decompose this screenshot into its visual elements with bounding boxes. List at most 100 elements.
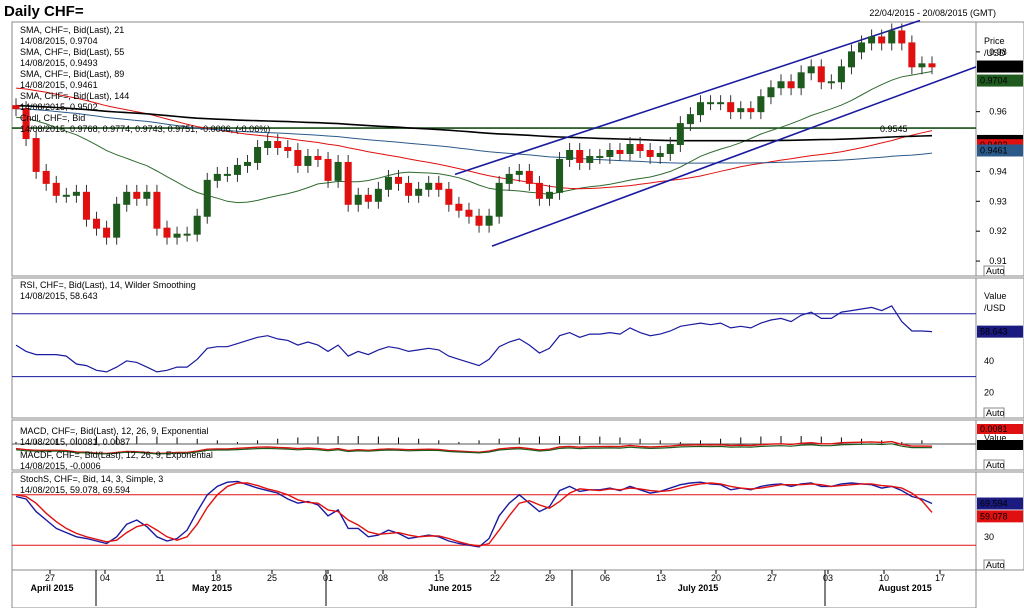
candle-body — [626, 144, 634, 154]
candle-body — [344, 161, 352, 205]
candle-body — [515, 170, 523, 175]
sma-89-line — [15, 108, 933, 164]
candle-body — [103, 227, 111, 238]
candle-body — [485, 215, 493, 226]
candle-body — [52, 182, 60, 196]
x-day-label: 27 — [45, 573, 55, 583]
price-tick-label: 0.96 — [989, 107, 1007, 117]
candle-body — [797, 72, 805, 89]
rsi-legend-value: 14/08/2015, 58.643 — [20, 291, 98, 301]
candle-body — [646, 149, 654, 157]
macd-signal-line — [15, 443, 933, 455]
candle-body — [425, 182, 433, 190]
sma-21-line — [15, 71, 933, 204]
x-day-label: 22 — [490, 573, 500, 583]
candle-body — [928, 63, 936, 68]
candle-body — [636, 144, 644, 151]
date-range-label: 22/04/2015 - 20/08/2015 (GMT) — [869, 8, 996, 18]
panel-frame-stoch — [11, 471, 977, 571]
title-bar: Daily CHF= 22/04/2015 - 20/08/2015 (GMT) — [0, 0, 1024, 22]
candle-body — [656, 152, 664, 157]
chart-title: Daily CHF= — [4, 3, 84, 20]
macdf-tag-label: -0.0006 — [980, 440, 1011, 450]
candle-body — [264, 141, 272, 149]
candle-body — [143, 191, 151, 199]
x-day-label: 04 — [100, 573, 110, 583]
candle-body — [777, 81, 785, 89]
candle-body — [696, 102, 705, 116]
candle-body — [42, 170, 50, 184]
candle-body — [133, 191, 141, 199]
legend-name: SMA, CHF=, Bid(Last), 21 — [20, 25, 124, 35]
candle-body — [757, 96, 765, 113]
rsi-legend-name: RSI, CHF=, Bid(Last), 14, Wilder Smoothi… — [20, 280, 196, 290]
x-day-label: 11 — [155, 573, 164, 583]
candle-body — [747, 108, 755, 113]
candle-body — [374, 188, 382, 202]
candle-body — [545, 191, 554, 199]
x-day-label: 01 — [323, 573, 333, 583]
candle-body — [737, 108, 745, 113]
legend-name: SMA, CHF=, Bid(Last), 89 — [20, 69, 124, 79]
rsi-line — [15, 305, 933, 373]
macd-axis-title: Value — [984, 433, 1006, 443]
candle-body — [666, 144, 674, 154]
rsi-auto-label: Auto — [986, 408, 1005, 418]
candle-body — [183, 233, 191, 236]
candle-body — [62, 194, 70, 197]
x-day-label: 29 — [545, 573, 555, 583]
x-day-label: 25 — [267, 573, 277, 583]
stoch-auto-button[interactable] — [983, 559, 1005, 571]
x-month-label: August 2015 — [878, 583, 932, 593]
x-day-label: 18 — [211, 573, 221, 583]
candle-body — [817, 66, 825, 83]
price-tick-label: 0.93 — [989, 196, 1007, 206]
lower-channel-line — [491, 66, 977, 247]
candle-body — [918, 63, 926, 68]
x-day-label: 10 — [879, 573, 889, 583]
candle-body — [586, 155, 594, 163]
candle-body — [858, 42, 866, 53]
stoch-auto-label: Auto — [986, 560, 1005, 570]
upper-channel-line — [454, 19, 921, 176]
rsi-auto-button[interactable] — [983, 407, 1005, 419]
auto-scale-button[interactable] — [983, 265, 1005, 277]
stoch-k-line — [15, 480, 933, 548]
legend-name: Cndl, CHF=, Bid — [20, 113, 85, 123]
legend-value: 14/08/2015, 0.9768, 0.9774, 0.9743, 0.97… — [20, 124, 270, 134]
price-tick-label: 0.98 — [989, 47, 1007, 57]
candle-body — [576, 149, 584, 163]
candle-body — [284, 147, 292, 151]
candle-body — [847, 51, 855, 68]
macdf-legend-name: MACDF, CHF=, Bid(Last), 12, 26, 9, Expon… — [20, 450, 213, 460]
candle-body — [364, 194, 372, 202]
rsi-tag-label: 58.643 — [980, 327, 1008, 337]
x-day-label: 17 — [935, 573, 945, 583]
stoch-k-tag-label: 69.594 — [980, 499, 1008, 509]
candle-body — [787, 81, 795, 89]
price-tag-1 — [977, 74, 1023, 87]
candle-body — [616, 149, 624, 154]
macd-auto-button[interactable] — [983, 459, 1005, 471]
candle-body — [807, 66, 815, 74]
legend-value: 14/08/2015, 0.9502 — [20, 102, 98, 112]
x-month-label: April 2015 — [30, 583, 73, 593]
candle-body — [727, 102, 735, 113]
candle-body — [455, 203, 463, 211]
candle-body — [153, 191, 161, 229]
candle-body — [837, 66, 845, 83]
candle-body — [686, 114, 694, 125]
candle-body — [334, 161, 342, 181]
candle-body — [354, 194, 362, 205]
candle-body — [405, 182, 413, 196]
candle-body — [505, 173, 513, 184]
stoch-legend-name: StochS, CHF=, Bid, 14, 3, Simple, 3 — [20, 474, 163, 484]
candle-body — [384, 176, 392, 190]
candle-body — [274, 141, 282, 149]
candle-body — [465, 209, 473, 217]
candle-body — [113, 203, 121, 238]
x-day-label: 03 — [823, 573, 833, 583]
legend-value: 14/08/2015, 0.9461 — [20, 80, 98, 90]
candle-body — [556, 158, 564, 193]
